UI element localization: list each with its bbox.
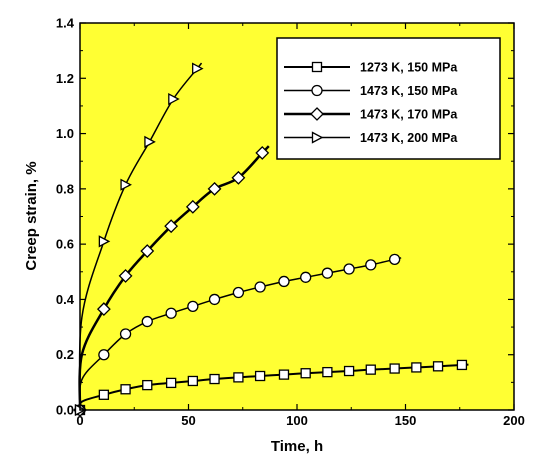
data-point — [164, 219, 179, 234]
data-point — [232, 286, 245, 299]
series-triangle-right — [74, 62, 204, 417]
data-point — [208, 293, 221, 306]
data-point — [365, 259, 377, 271]
x-tick-label: 50 — [181, 413, 195, 428]
data-point — [432, 361, 444, 372]
legend-label: 1273 K, 150 MPa — [360, 61, 458, 75]
data-point — [165, 377, 177, 389]
data-point — [140, 244, 155, 258]
data-point — [168, 92, 180, 106]
y-tick-label: 0.6 — [56, 237, 74, 252]
y-tick-label: 0.0 — [56, 403, 74, 418]
legend-label: 1473 K, 170 MPa — [360, 108, 458, 122]
data-point — [142, 379, 153, 391]
y-tick-label: 0.4 — [56, 292, 75, 307]
data-point — [185, 199, 200, 214]
x-tick-label: 100 — [286, 413, 308, 428]
y-tick-label: 0.8 — [56, 181, 74, 196]
legend-marker — [311, 84, 323, 97]
data-point — [365, 364, 376, 375]
data-point — [343, 263, 355, 275]
data-point — [98, 235, 111, 248]
legend-marker — [310, 107, 324, 121]
y-tick-label: 1.2 — [56, 71, 74, 86]
data-point — [120, 384, 131, 395]
data-point — [119, 328, 132, 340]
legend-marker — [311, 61, 323, 73]
legend: 1273 K, 150 MPa 1473 K, 150 MPa 1473 K, 17… — [276, 37, 501, 160]
legend-marker — [311, 131, 324, 144]
data-point — [254, 370, 266, 382]
data-point — [254, 281, 266, 293]
data-point — [98, 349, 110, 361]
data-point — [456, 359, 468, 371]
data-point — [141, 315, 153, 328]
y-tick-label: 0.2 — [56, 347, 74, 362]
x-tick-label: 150 — [395, 413, 417, 428]
series-layer — [73, 62, 469, 417]
data-point — [165, 307, 177, 319]
x-tick-label: 0 — [76, 413, 83, 428]
data-point — [144, 135, 156, 148]
data-point — [300, 368, 311, 379]
tick-layer: 0 50 100 150 200 0.0 0.2 0.4 0.6 0.8 1.0 1.2 1.4 — [56, 16, 525, 429]
data-point — [187, 300, 199, 312]
data-point — [278, 275, 290, 288]
data-point — [231, 170, 246, 185]
data-point — [255, 146, 270, 160]
data-point — [187, 375, 198, 387]
data-point — [411, 362, 422, 373]
data-point — [322, 366, 333, 378]
data-point — [321, 267, 334, 279]
legend-label: 1473 K, 150 MPa — [360, 84, 458, 98]
data-point — [209, 373, 220, 385]
data-point — [120, 178, 132, 191]
x-tick-label: 200 — [503, 413, 525, 428]
data-point — [388, 253, 401, 265]
legend-label: 1473 K, 200 MPa — [360, 131, 458, 145]
data-point — [96, 302, 111, 317]
data-point — [98, 389, 110, 400]
data-point — [207, 181, 222, 196]
data-point — [233, 372, 244, 383]
y-tick-label: 1.4 — [56, 16, 75, 31]
y-axis-title: Creep strain, % — [23, 161, 40, 270]
data-point — [192, 62, 204, 75]
data-point — [343, 365, 355, 377]
y-tick-label: 1.0 — [56, 126, 74, 141]
data-point — [118, 269, 133, 283]
data-point — [300, 271, 312, 283]
x-axis-title: Time, h — [271, 438, 323, 455]
data-point — [389, 363, 400, 374]
data-point — [278, 369, 290, 380]
